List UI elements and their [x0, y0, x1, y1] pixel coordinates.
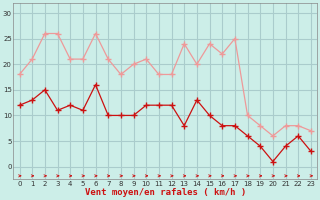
X-axis label: Vent moyen/en rafales ( km/h ): Vent moyen/en rafales ( km/h ): [84, 188, 246, 197]
